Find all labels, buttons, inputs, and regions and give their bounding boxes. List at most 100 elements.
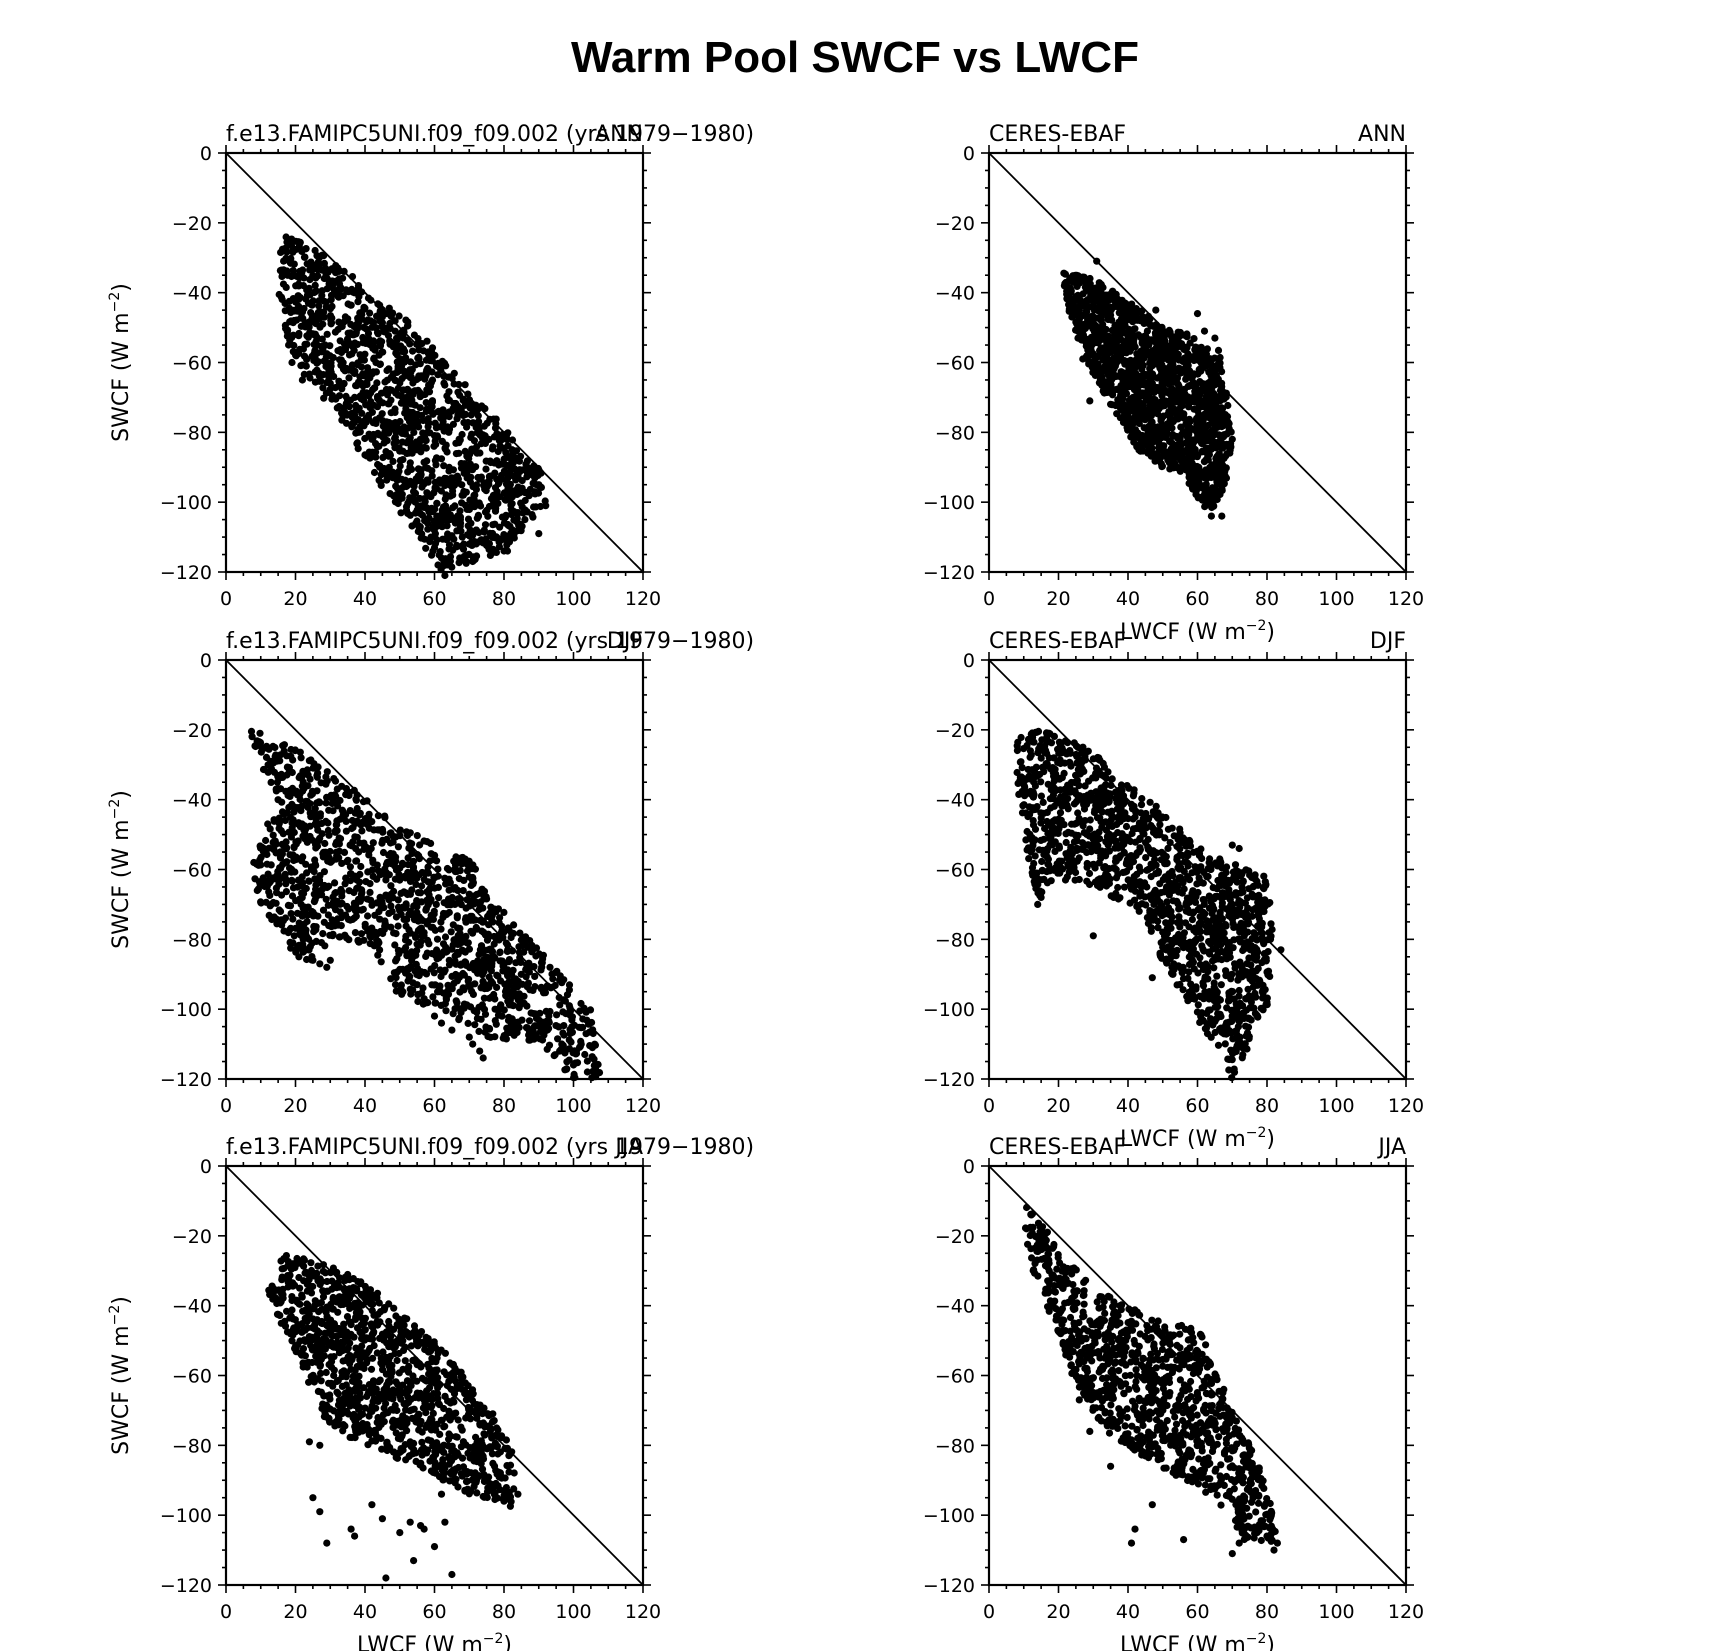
scatter-point bbox=[323, 330, 331, 338]
scatter-panel: 0 20 40 60 80 100 1200−20−40−60−80−100−120f.e1… bbox=[107, 122, 754, 610]
scatter-point bbox=[347, 870, 355, 878]
scatter-panel: 0 20 40 60 80 100 1200−20−40−60−80−100−120CERE… bbox=[923, 122, 1424, 645]
scatter-point bbox=[339, 274, 347, 282]
scatter-point bbox=[477, 1015, 485, 1023]
scatter-point bbox=[1114, 348, 1122, 356]
x-tick-label: 60 bbox=[422, 588, 446, 610]
scatter-point bbox=[445, 983, 453, 991]
scatter-point bbox=[476, 916, 484, 925]
scatter-point bbox=[365, 813, 373, 821]
scatter-point bbox=[565, 1045, 574, 1053]
scatter-point bbox=[1193, 310, 1202, 318]
scatter-point bbox=[410, 428, 418, 436]
scatter-point bbox=[423, 366, 431, 374]
scatter-point bbox=[349, 343, 357, 351]
scatter-point bbox=[289, 331, 297, 339]
scatter-point bbox=[458, 860, 466, 868]
scatter-point bbox=[494, 499, 502, 507]
scatter-point bbox=[441, 495, 449, 503]
scatter-point bbox=[358, 827, 366, 835]
scatter-point bbox=[437, 1019, 446, 1027]
scatter-point bbox=[313, 799, 321, 807]
scatter-point bbox=[297, 931, 305, 939]
scatter-point bbox=[459, 937, 467, 946]
scatter-point bbox=[531, 490, 539, 498]
scatter-point bbox=[1193, 397, 1201, 405]
scatter-point bbox=[303, 917, 311, 926]
scatter-point bbox=[295, 791, 303, 800]
scatter-point bbox=[1100, 383, 1108, 391]
scatter-point bbox=[269, 742, 277, 751]
scatter-point bbox=[384, 332, 393, 340]
scatter-point bbox=[353, 361, 361, 369]
scatter-point bbox=[417, 477, 425, 485]
scatter-point bbox=[369, 839, 377, 847]
scatter-point bbox=[414, 465, 422, 473]
scatter-point bbox=[302, 245, 310, 253]
scatter-point bbox=[256, 729, 264, 737]
scatter-point bbox=[1157, 372, 1165, 380]
scatter-point bbox=[406, 434, 414, 442]
scatter-point bbox=[360, 303, 368, 311]
scatter-point bbox=[1079, 355, 1087, 363]
scatter-point bbox=[309, 266, 317, 274]
scatter-point bbox=[1074, 291, 1082, 299]
panel-left-label: f.e13.FAMIPC5UNI.f09_f09.002 (yrs 1979−1… bbox=[226, 629, 754, 654]
scatter-point bbox=[379, 848, 388, 857]
scatter-point bbox=[408, 956, 416, 965]
y-tick-label: −60 bbox=[935, 353, 975, 375]
scatter-point bbox=[495, 543, 503, 551]
scatter-point bbox=[350, 331, 358, 339]
scatter-point bbox=[434, 371, 442, 379]
scatter-point bbox=[311, 281, 319, 289]
scatter-point bbox=[286, 792, 294, 801]
scatter-point bbox=[359, 382, 367, 390]
scatter-point bbox=[435, 894, 443, 902]
scatter-point bbox=[320, 394, 328, 402]
scatter-point bbox=[517, 936, 525, 944]
scatter-point bbox=[503, 547, 512, 555]
scatter-point bbox=[518, 503, 526, 511]
scatter-point bbox=[448, 563, 456, 571]
scatter-point bbox=[1194, 431, 1202, 439]
scatter-point bbox=[374, 951, 382, 959]
scatter-point bbox=[448, 1026, 456, 1034]
scatter-point bbox=[441, 1000, 449, 1008]
scatter-point bbox=[321, 942, 329, 950]
scatter-point bbox=[282, 233, 290, 241]
scatter-point bbox=[1122, 344, 1131, 353]
scatter-point bbox=[285, 864, 294, 872]
scatter-point bbox=[475, 538, 483, 546]
panel-season-label: DJF bbox=[607, 629, 643, 654]
scatter-point bbox=[371, 911, 379, 919]
scatter-point bbox=[582, 1030, 590, 1038]
scatter-point bbox=[318, 830, 326, 838]
scatter-point bbox=[432, 484, 441, 492]
scatter-point bbox=[448, 532, 456, 540]
scatter-point bbox=[333, 821, 341, 829]
scatter-point bbox=[582, 1008, 590, 1016]
scatter-point bbox=[277, 916, 285, 924]
scatter-point bbox=[402, 922, 410, 930]
scatter-point bbox=[1176, 464, 1184, 472]
scatter-point bbox=[545, 1018, 553, 1027]
scatter-point bbox=[406, 511, 414, 519]
scatter-point bbox=[316, 960, 324, 968]
scatter-point bbox=[319, 384, 327, 392]
scatter-point bbox=[1221, 467, 1229, 475]
scatter-point bbox=[282, 888, 290, 896]
scatter-point bbox=[307, 258, 315, 266]
scatter-point bbox=[554, 1035, 562, 1043]
scatter-point bbox=[556, 1001, 564, 1009]
scatter-point bbox=[449, 466, 457, 474]
scatter-point bbox=[476, 424, 484, 432]
x-tick-label: 20 bbox=[283, 1095, 307, 1117]
scatter-point bbox=[399, 333, 407, 341]
scatter-point bbox=[508, 1015, 516, 1023]
scatter-point bbox=[306, 822, 314, 830]
scatter-point bbox=[493, 1006, 501, 1014]
scatter-point bbox=[414, 889, 422, 897]
scatter-point bbox=[397, 362, 406, 370]
scatter-point bbox=[289, 884, 298, 892]
scatter-point bbox=[1169, 391, 1177, 400]
